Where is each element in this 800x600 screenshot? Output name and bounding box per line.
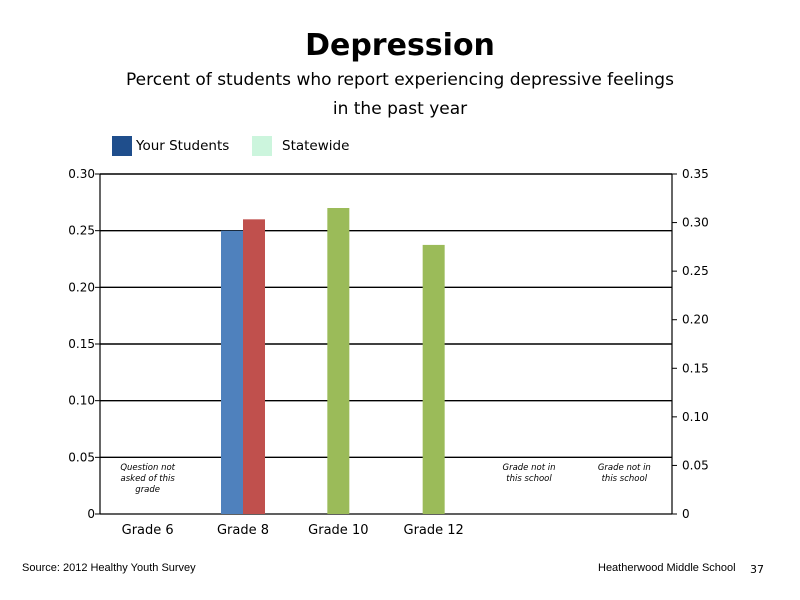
chart-subtitle: Percent of students who report experienc… xyxy=(100,66,700,124)
y-right-tick-label: 0 xyxy=(682,507,690,521)
y-left-tick-label: 0.05 xyxy=(68,450,95,464)
annotation-text: this school xyxy=(506,474,552,484)
y-right-tick-label: 0.35 xyxy=(682,167,709,181)
y-left-tick-label: 0.15 xyxy=(68,337,95,351)
y-left-tick-label: 0 xyxy=(87,507,95,521)
legend-swatch-statewide xyxy=(252,136,272,156)
bar xyxy=(327,208,350,514)
school-name: Heatherwood Middle School xyxy=(598,562,736,574)
chart-title: Depression xyxy=(305,28,495,63)
bar xyxy=(221,230,243,514)
x-tick-label: Grade 8 xyxy=(217,523,269,538)
y-right-tick-label: 0.25 xyxy=(682,264,709,278)
y-right-tick-label: 0.15 xyxy=(682,361,709,375)
x-tick-label: Grade 10 xyxy=(308,523,368,538)
x-tick-label: Grade 6 xyxy=(122,523,174,538)
subtitle-line-1: Percent of students who report experienc… xyxy=(126,70,674,90)
x-tick-label: Grade 12 xyxy=(404,523,464,538)
y-left-tick-label: 0.10 xyxy=(68,394,95,408)
y-left-tick-label: 0.30 xyxy=(68,167,95,181)
annotation-text: Question not xyxy=(120,463,175,473)
y-right-tick-label: 0.05 xyxy=(682,458,709,472)
y-right-tick-label: 0.20 xyxy=(682,313,709,327)
bar xyxy=(422,244,445,514)
legend-label-statewide: Statewide xyxy=(282,138,350,154)
legend-label-your-students: Your Students xyxy=(136,138,230,154)
bar xyxy=(243,219,265,515)
legend-swatch-your-students xyxy=(112,136,132,156)
y-left-tick-label: 0.20 xyxy=(68,280,95,294)
y-right-tick-label: 0.10 xyxy=(682,410,709,424)
annotation-text: asked of this xyxy=(121,474,176,484)
subtitle-line-2: in the past year xyxy=(332,99,468,119)
source-note: Source: 2012 Healthy Youth Survey xyxy=(22,562,196,574)
annotation-text: grade xyxy=(135,485,160,495)
y-left-tick-label: 0.25 xyxy=(68,224,95,238)
annotation-text: Grade not in xyxy=(503,463,556,473)
annotation-text: this school xyxy=(602,474,648,484)
page-number: 37 xyxy=(750,563,764,576)
y-right-tick-label: 0.30 xyxy=(682,216,709,230)
annotation-text: Grade not in xyxy=(598,463,651,473)
